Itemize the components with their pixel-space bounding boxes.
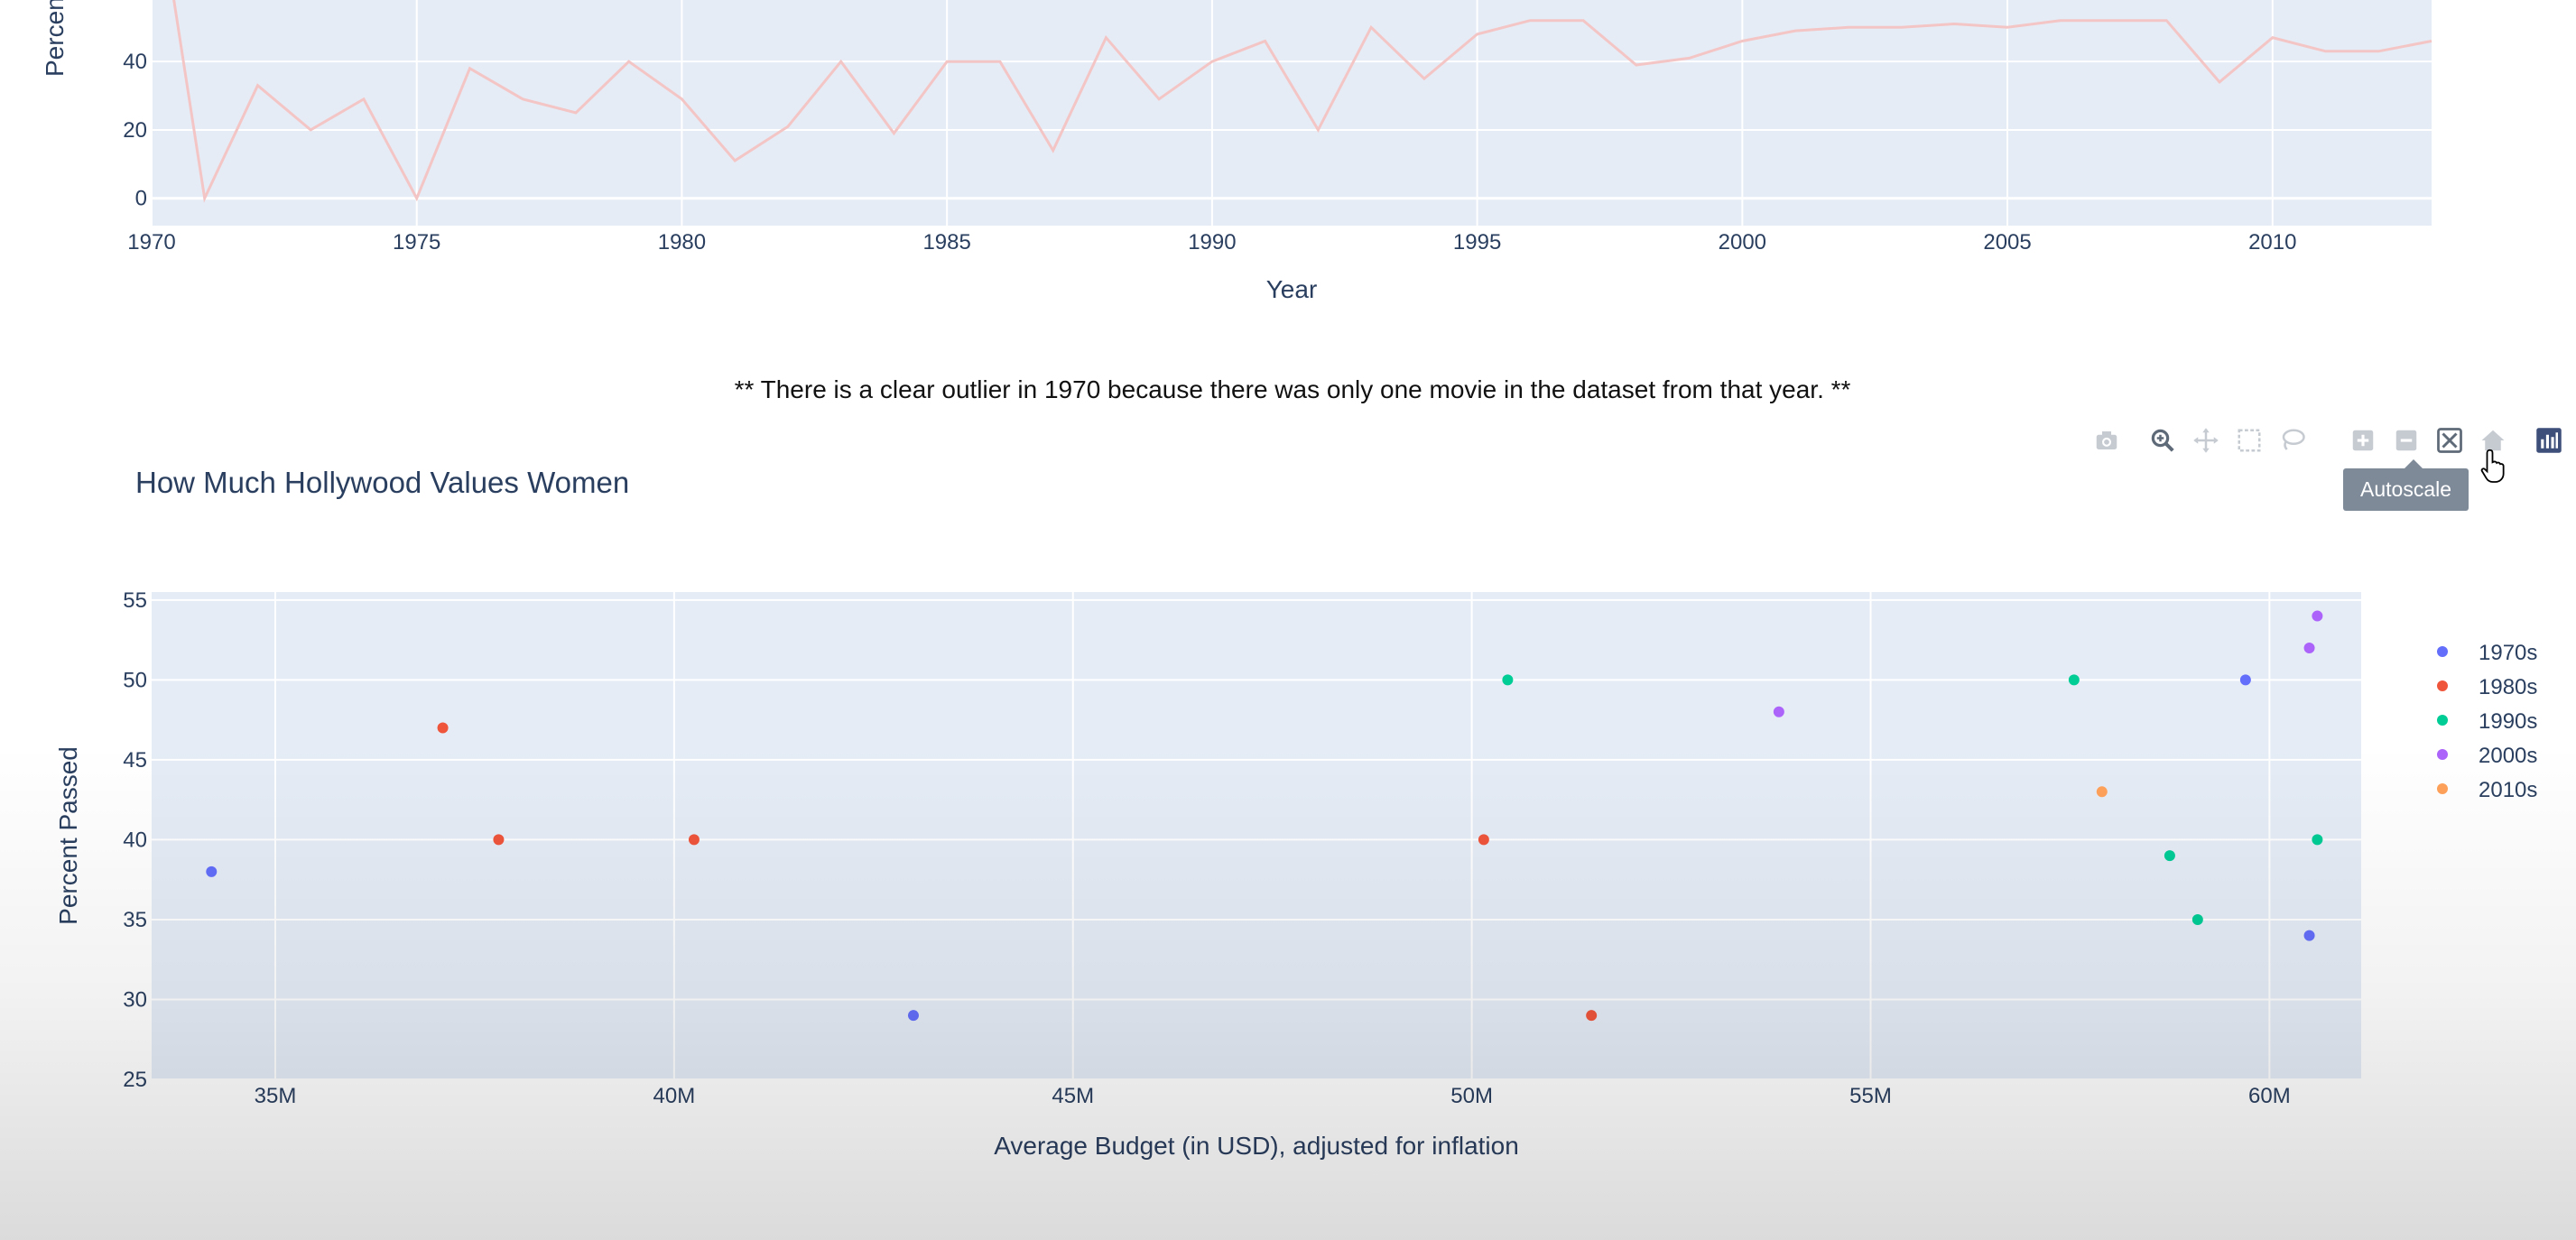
legend-item-2010s[interactable]: 2010s [2437, 778, 2537, 802]
y-tick-label: 35 [123, 908, 147, 932]
data-point-1980s[interactable] [1478, 834, 1489, 846]
zoom-in-icon[interactable] [2347, 424, 2379, 457]
top-y-tick-label: 0 [135, 187, 147, 211]
top-x-axis-label: Year [1266, 275, 1318, 303]
legend-label: 2000s [2479, 744, 2537, 768]
zoom-out-icon[interactable] [2390, 424, 2423, 457]
data-point-2000s[interactable] [2303, 642, 2315, 653]
top-y-tick-label: 40 [123, 50, 147, 74]
top-x-tick-label: 1985 [922, 230, 970, 254]
pan-icon[interactable] [2190, 424, 2222, 457]
data-point-1970s[interactable] [2303, 930, 2315, 941]
data-point-1970s[interactable] [206, 865, 218, 877]
legend-item-2000s[interactable]: 2000s [2437, 744, 2537, 768]
data-point-2010s[interactable] [2096, 786, 2108, 798]
top-plot-area [152, 0, 2432, 226]
top-x-tick-label: 1975 [393, 230, 440, 254]
y-tick-label: 45 [123, 748, 147, 773]
legend-marker [2437, 715, 2448, 726]
reset-axes-icon[interactable] [2477, 424, 2509, 457]
top-x-tick-label: 2005 [1983, 230, 2031, 254]
data-point-1970s[interactable] [2239, 674, 2251, 686]
x-tick-label: 40M [653, 1084, 696, 1108]
y-tick-label: 40 [123, 828, 147, 852]
y-tick-label: 50 [123, 668, 147, 692]
top-y-tick-label: 20 [123, 118, 147, 143]
data-point-1990s[interactable] [2164, 850, 2175, 862]
top-x-tick-label: 2000 [1719, 230, 1766, 254]
hand-cursor-icon [2480, 449, 2505, 483]
top-x-tick-label: 2010 [2248, 230, 2296, 254]
legend-marker [2437, 783, 2448, 794]
legend-marker [2437, 680, 2448, 691]
scatter-chart: How Much Hollywood Values Women 35M 40M 45… [54, 466, 2537, 1160]
data-point-1990s[interactable] [1502, 674, 1514, 686]
plotly-logo-icon[interactable] [2533, 424, 2565, 457]
top-x-tick-label: 1995 [1453, 230, 1501, 254]
top-x-tick-label: 1990 [1188, 230, 1236, 254]
chart-title: How Much Hollywood Values Women [135, 466, 629, 499]
y-tick-label: 25 [123, 1068, 147, 1092]
y-tick-label: 55 [123, 588, 147, 613]
camera-icon[interactable] [2090, 424, 2123, 457]
top-x-tick-label: 1980 [658, 230, 706, 254]
autoscale-tooltip: Autoscale [2343, 459, 2469, 511]
data-point-1990s[interactable] [2191, 913, 2203, 925]
x-tick-label: 50M [1450, 1084, 1493, 1108]
legend-item-1970s[interactable]: 1970s [2437, 641, 2537, 665]
outlier-note: ** There is a clear outlier in 1970 beca… [734, 375, 1851, 403]
data-point-1980s[interactable] [493, 834, 505, 846]
scatter-plot-area [152, 592, 2361, 1079]
scatter-x-axis-label: Average Budget (in USD), adjusted for in… [994, 1132, 1519, 1160]
zoom-icon[interactable] [2146, 424, 2179, 457]
data-point-1990s[interactable] [2312, 834, 2323, 846]
top-x-tick-label: 1970 [127, 230, 175, 254]
legend-marker [2437, 646, 2448, 657]
top-series-line [172, 0, 2432, 203]
data-point-2000s[interactable] [1773, 706, 1784, 717]
scatter-y-axis-label: Percent Passed [54, 746, 82, 925]
legend-label: 1980s [2479, 675, 2537, 699]
y-tick-label: 30 [123, 987, 147, 1012]
top-line-chart: 1970 1975 1980 1985 1990 1995 2000 2005 2010 0 20 4… [41, 0, 2432, 303]
data-point-1980s[interactable] [1586, 1010, 1598, 1022]
x-tick-label: 55M [1849, 1084, 1892, 1108]
legend-item-1990s[interactable]: 1990s [2437, 709, 2537, 734]
data-point-1980s[interactable] [688, 834, 700, 846]
legend-item-1980s[interactable]: 1980s [2437, 675, 2537, 699]
legend-label: 2010s [2479, 778, 2537, 802]
lasso-select-icon[interactable] [2276, 424, 2309, 457]
data-point-1970s[interactable] [907, 1010, 919, 1022]
data-point-1990s[interactable] [2068, 674, 2080, 686]
top-y-axis-label: Percen [41, 0, 69, 77]
data-point-2000s[interactable] [2312, 610, 2323, 622]
data-point-1980s[interactable] [437, 722, 449, 734]
legend-label: 1990s [2479, 709, 2537, 734]
x-tick-label: 60M [2248, 1084, 2291, 1108]
legend-label: 1970s [2479, 641, 2537, 665]
box-select-icon[interactable] [2233, 424, 2266, 457]
legend-marker [2437, 749, 2448, 760]
x-tick-label: 45M [1052, 1084, 1094, 1108]
autoscale-icon[interactable] [2433, 424, 2466, 457]
x-tick-label: 35M [255, 1084, 297, 1108]
